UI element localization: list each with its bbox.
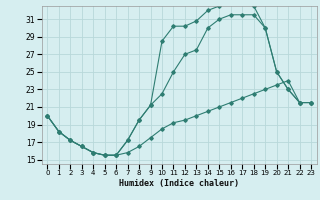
X-axis label: Humidex (Indice chaleur): Humidex (Indice chaleur)	[119, 179, 239, 188]
